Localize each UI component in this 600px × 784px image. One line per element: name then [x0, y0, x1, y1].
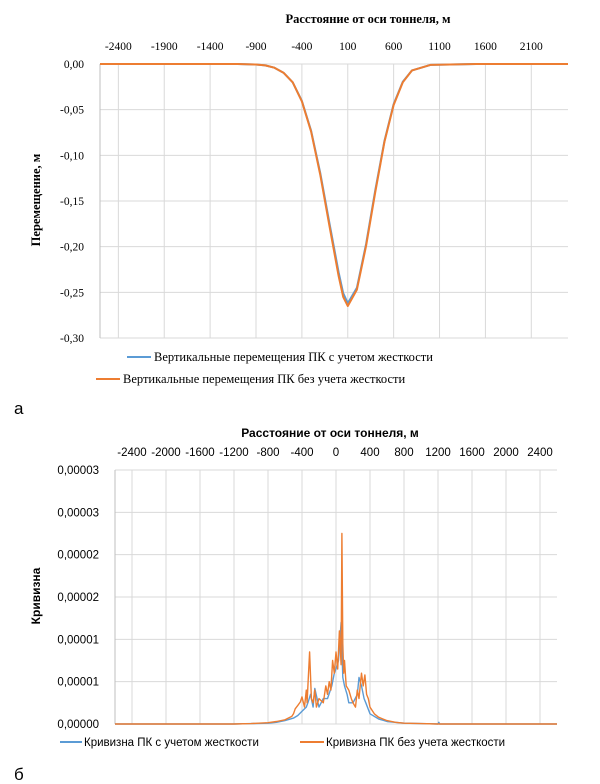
chart-a-gridlines [99, 63, 568, 339]
chart-a-y-tick-labels: 0,00 -0,05 -0,10 -0,15 -0,20 -0,25 -0,30 [60, 59, 84, 345]
chart-a-y-tick-label: 0,00 [64, 59, 84, 71]
chart-b-y-axis-title: Кривизна [29, 567, 43, 624]
chart-b-x-tick-label: 1600 [459, 447, 485, 459]
chart-a-x-tick-label: 100 [339, 41, 357, 53]
chart-a-y-tick-label: -0,05 [60, 105, 84, 117]
chart-a-y-tick-label: -0,25 [60, 287, 84, 299]
chart-b-x-tick-label: -2000 [151, 447, 180, 459]
chart-b-y-tick-label: 0,00001 [57, 634, 99, 646]
chart-b-y-tick-labels: 0,00000 0,00001 0,00001 0,00002 0,00002 0,000… [57, 465, 99, 731]
chart-a-y-tick-label: -0,30 [60, 333, 84, 345]
chart-b-y-tick-label: 0,00003 [57, 507, 99, 519]
chart-a-series-lines [100, 63, 568, 307]
chart-b-x-tick-labels: -2400 -2000 -1600 -1200 -800 -400 0 400 800 1200 1… [117, 447, 553, 459]
chart-a-y-axis-title: Перемещение, м [29, 153, 43, 246]
chart-b-x-tick-label: 800 [394, 447, 413, 459]
panel-label-b: б [14, 765, 24, 784]
chart-b-x-tick-label: 2000 [493, 447, 519, 459]
chart-b-legend: Кривизна ПК с учетом жесткости Кривизна … [60, 737, 505, 749]
chart-a-y-tick-label: -0,10 [60, 150, 84, 162]
legend-a-label-with-stiffness: Вертикальные перемещения ПК с учетом жес… [154, 350, 433, 364]
chart-b-y-tick-label: 0,00002 [57, 550, 99, 562]
chart-a-legend: Вертикальные перемещения ПК с учетом жес… [96, 350, 433, 386]
chart-a-x-tick-label: -1900 [151, 41, 178, 53]
chart-b-x-tick-label: -400 [290, 447, 313, 459]
chart-a-y-tick-label: -0,20 [60, 242, 84, 254]
chart-b-gridlines [114, 469, 557, 725]
chart-b-series-without-stiffness [115, 532, 557, 725]
chart-b: Расстояние от оси тоннеля, м -2400 -2000-… [29, 426, 557, 749]
chart-a: Расстояние от оси тоннеля, м -2400 -1900-… [29, 12, 568, 386]
chart-a-x-tick-labels: -2400 -1900 -1400 -900 -400 100 600 1100 1600 210… [105, 41, 543, 53]
chart-b-x-tick-label: -1600 [185, 447, 214, 459]
chart-a-series-without-stiffness [100, 63, 568, 307]
chart-b-x-tick-label: -800 [256, 447, 279, 459]
chart-a-x-tick-label: -900 [245, 41, 266, 53]
chart-a-x-tick-label: 2100 [520, 41, 543, 53]
chart-b-x-tick-label: 1200 [425, 447, 451, 459]
legend-b-label-without-stiffness: Кривизна ПК без учета жесткости [326, 737, 505, 749]
chart-a-x-tick-label: -2400 [105, 41, 132, 53]
chart-b-y-tick-label: 0,00003 [57, 465, 99, 477]
chart-a-x-axis-title: Расстояние от оси тоннеля, м [285, 12, 450, 26]
chart-a-x-tick-label: 600 [385, 41, 403, 53]
chart-a-series-with-stiffness [100, 63, 568, 305]
panel-label-a: а [14, 399, 24, 418]
chart-b-x-tick-label: -1200 [219, 447, 248, 459]
chart-a-x-tick-label: 1100 [428, 41, 451, 53]
chart-b-x-tick-label: 2400 [527, 447, 553, 459]
chart-b-y-tick-label: 0,00002 [57, 592, 99, 604]
chart-b-y-tick-label: 0,00001 [57, 677, 99, 689]
chart-a-y-tick-label: -0,15 [60, 196, 84, 208]
chart-a-x-tick-label: -400 [291, 41, 312, 53]
legend-b-label-with-stiffness: Кривизна ПК с учетом жесткости [84, 737, 259, 749]
chart-b-x-tick-label: 0 [333, 447, 339, 459]
chart-b-x-tick-label: -2400 [117, 447, 146, 459]
legend-a-label-without-stiffness: Вертикальные перемещения ПК без учета же… [123, 372, 405, 386]
chart-b-series-lines [115, 532, 557, 725]
chart-b-y-tick-label: 0,00000 [57, 719, 99, 731]
chart-b-x-tick-label: 400 [360, 447, 379, 459]
chart-a-x-tick-label: 1600 [474, 41, 497, 53]
chart-b-x-axis-title: Расстояние от оси тоннеля, м [241, 426, 419, 440]
chart-a-x-tick-label: -1400 [197, 41, 224, 53]
